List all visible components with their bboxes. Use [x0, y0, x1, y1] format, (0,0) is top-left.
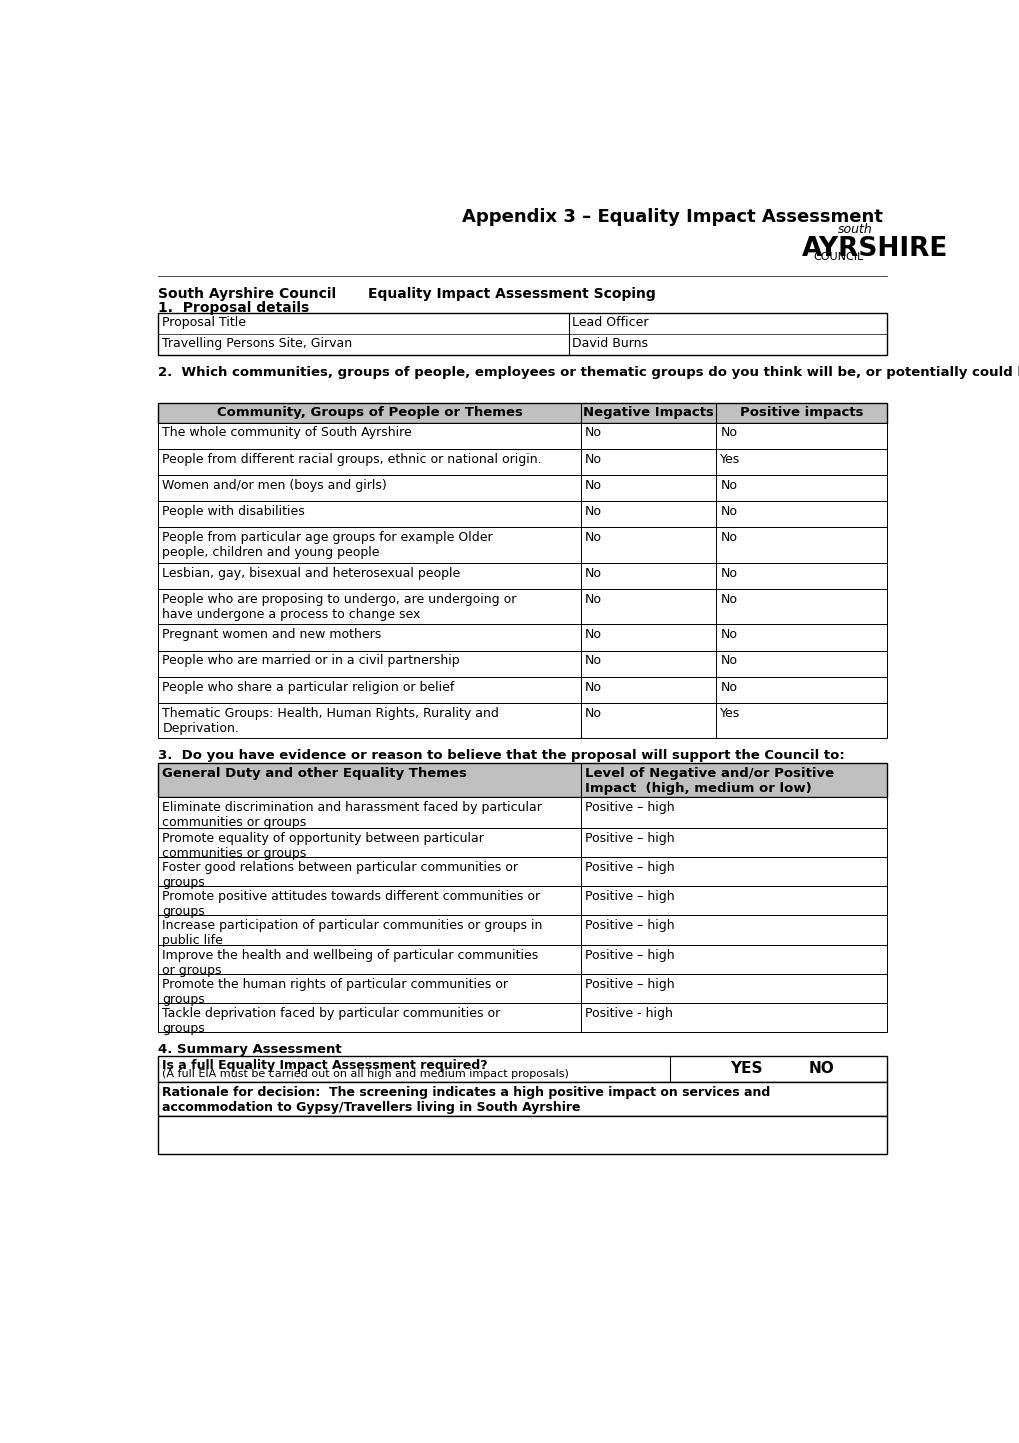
Bar	[158, 501, 887, 527]
Text: Lead Officer: Lead Officer	[572, 316, 648, 329]
Text: Increase participation of particular communities or groups in
public life: Increase participation of particular com…	[162, 919, 542, 947]
Text: Promote equality of opportunity between particular
communities or groups: Promote equality of opportunity between …	[162, 831, 484, 860]
Text: Improve the health and wellbeing of particular communities
or groups: Improve the health and wellbeing of part…	[162, 948, 538, 977]
Bar	[158, 677, 887, 703]
Text: People who are married or in a civil partnership: People who are married or in a civil par…	[162, 655, 460, 668]
Text: COUNCIL: COUNCIL	[812, 253, 863, 263]
Text: People from different racial groups, ethnic or national origin.: People from different racial groups, eth…	[162, 453, 541, 466]
Bar	[158, 449, 887, 475]
Text: Positive – high: Positive – high	[584, 890, 674, 903]
Text: No: No	[719, 505, 737, 518]
Text: Travelling Persons Site, Girvan: Travelling Persons Site, Girvan	[161, 338, 352, 351]
Bar	[158, 527, 887, 563]
Text: Promote positive attitudes towards different communities or
groups: Promote positive attitudes towards diffe…	[162, 890, 540, 918]
Text: No: No	[719, 655, 737, 668]
Text: No: No	[584, 479, 601, 492]
Bar	[158, 974, 887, 1003]
Text: Thematic Groups: Health, Human Rights, Rurality and
Deprivation.: Thematic Groups: Health, Human Rights, R…	[162, 707, 498, 734]
Text: David Burns: David Burns	[572, 338, 648, 351]
Bar	[158, 1115, 887, 1154]
Text: Positive - high: Positive - high	[584, 1007, 672, 1020]
Text: 3.  Do you have evidence or reason to believe that the proposal will support the: 3. Do you have evidence or reason to bel…	[158, 749, 845, 762]
Text: YES: YES	[729, 1061, 761, 1076]
Text: People from particular age groups for example Older
people, children and young p: People from particular age groups for ex…	[162, 531, 492, 560]
Text: Yes: Yes	[719, 707, 740, 720]
Text: General Duty and other Equality Themes: General Duty and other Equality Themes	[162, 766, 467, 779]
Text: Positive – high: Positive – high	[584, 861, 674, 874]
Bar	[158, 797, 887, 828]
Text: Positive – high: Positive – high	[584, 831, 674, 844]
Text: Tackle deprivation faced by particular communities or
groups: Tackle deprivation faced by particular c…	[162, 1007, 500, 1035]
Text: Promote the human rights of particular communities or
groups: Promote the human rights of particular c…	[162, 978, 507, 1006]
Text: Yes: Yes	[719, 453, 740, 466]
Text: The whole community of South Ayrshire: The whole community of South Ayrshire	[162, 427, 412, 440]
Bar	[158, 886, 887, 915]
Text: Is a full Equality Impact Assessment required?: Is a full Equality Impact Assessment req…	[162, 1059, 487, 1072]
Text: No: No	[719, 567, 737, 580]
Text: No: No	[719, 593, 737, 606]
Text: People who are proposing to undergo, are undergoing or
have undergone a process : People who are proposing to undergo, are…	[162, 593, 517, 620]
Text: No: No	[719, 427, 737, 440]
Text: (A full EIA must be carried out on all high and medium impact proposals): (A full EIA must be carried out on all h…	[162, 1069, 569, 1079]
Text: Rationale for decision:  The screening indicates a high positive impact on servi: Rationale for decision: The screening in…	[162, 1085, 770, 1114]
Text: No: No	[584, 531, 601, 544]
Text: No: No	[719, 479, 737, 492]
Text: 2.  Which communities, groups of people, employees or thematic groups do you thi: 2. Which communities, groups of people, …	[158, 365, 1019, 378]
Text: People who share a particular religion or belief: People who share a particular religion o…	[162, 681, 454, 694]
Text: south: south	[838, 224, 872, 237]
Text: No: No	[719, 531, 737, 544]
Bar	[158, 915, 887, 945]
Text: Positive – high: Positive – high	[584, 978, 674, 991]
Bar	[158, 589, 887, 625]
Bar	[158, 475, 887, 501]
Text: 1.  Proposal details: 1. Proposal details	[158, 302, 310, 315]
Text: Appendix 3 – Equality Impact Assessment: Appendix 3 – Equality Impact Assessment	[462, 208, 882, 225]
Text: Pregnant women and new mothers: Pregnant women and new mothers	[162, 628, 381, 641]
Text: Positive impacts: Positive impacts	[739, 405, 863, 418]
Text: AYRSHIRE: AYRSHIRE	[801, 235, 948, 261]
Text: No: No	[584, 427, 601, 440]
Bar	[158, 945, 887, 974]
Text: Equality Impact Assessment Scoping: Equality Impact Assessment Scoping	[368, 287, 655, 302]
Text: Foster good relations between particular communities or
groups: Foster good relations between particular…	[162, 861, 518, 889]
Text: No: No	[719, 628, 737, 641]
Text: No: No	[584, 505, 601, 518]
Text: No: No	[584, 593, 601, 606]
Text: No: No	[584, 628, 601, 641]
Text: Positive – high: Positive – high	[584, 919, 674, 932]
Bar	[158, 1003, 887, 1033]
Text: People with disabilities: People with disabilities	[162, 505, 305, 518]
Text: No: No	[719, 681, 737, 694]
Bar	[158, 625, 887, 651]
Text: Eliminate discrimination and harassment faced by particular
communities or group: Eliminate discrimination and harassment …	[162, 801, 542, 828]
Text: No: No	[584, 681, 601, 694]
Bar	[158, 1082, 887, 1115]
Text: 4. Summary Assessment: 4. Summary Assessment	[158, 1043, 341, 1056]
Bar	[158, 857, 887, 886]
Text: Level of Negative and/or Positive
Impact  (high, medium or low): Level of Negative and/or Positive Impact…	[584, 766, 834, 795]
Bar	[158, 563, 887, 589]
Text: Negative Impacts: Negative Impacts	[583, 405, 713, 418]
Text: No: No	[584, 567, 601, 580]
Text: Community, Groups of People or Themes: Community, Groups of People or Themes	[216, 405, 522, 418]
Text: Positive – high: Positive – high	[584, 801, 674, 814]
Text: Proposal Title: Proposal Title	[161, 316, 246, 329]
Text: No: No	[584, 655, 601, 668]
Bar	[158, 763, 887, 797]
Text: No: No	[584, 453, 601, 466]
Text: Women and/or men (boys and girls): Women and/or men (boys and girls)	[162, 479, 387, 492]
Bar	[158, 828, 887, 857]
Bar	[158, 703, 887, 739]
Text: Positive – high: Positive – high	[584, 948, 674, 961]
Text: No: No	[584, 707, 601, 720]
Bar	[158, 423, 887, 449]
Text: Lesbian, gay, bisexual and heterosexual people: Lesbian, gay, bisexual and heterosexual …	[162, 567, 461, 580]
Bar	[158, 1056, 887, 1082]
Bar	[158, 403, 887, 423]
Text: NO: NO	[808, 1061, 834, 1076]
Bar	[158, 313, 887, 355]
Bar	[158, 651, 887, 677]
Text: South Ayrshire Council: South Ayrshire Council	[158, 287, 336, 302]
